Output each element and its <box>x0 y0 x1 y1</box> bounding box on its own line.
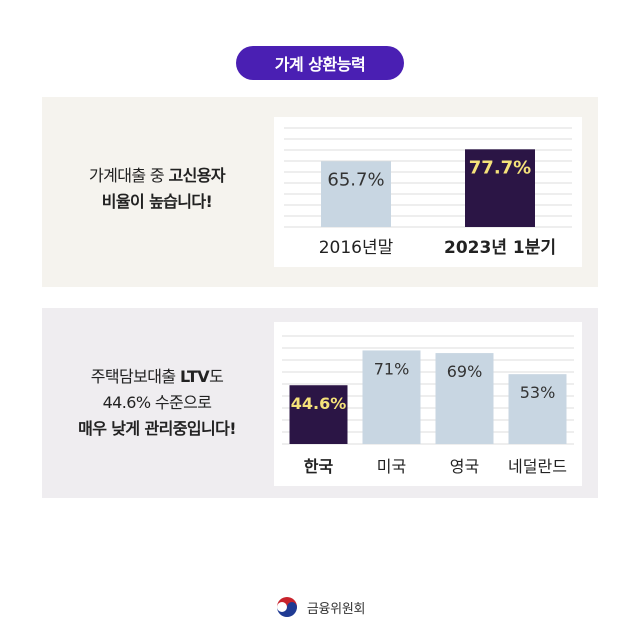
section-ltv-panel: 주택담보대출 LTV도 44.6% 수준으로 매우 낮게 관리중입니다! 44.… <box>42 308 598 498</box>
bar-value-label: 53% <box>520 383 556 402</box>
ltv-bar-chart: 44.6% 한국 71% 미국 69% 영국 53% 네덜란드 <box>282 335 574 476</box>
category-label: 한국 <box>304 457 334 476</box>
section-credit-caption: 가계대출 중 고신용자 비율이 높습니다! <box>42 163 272 215</box>
category-label: 영국 <box>450 457 479 476</box>
caption-text: 가계대출 중 <box>88 166 169 185</box>
footer: 금융위원회 <box>0 592 640 622</box>
bar <box>321 161 391 227</box>
bar-value-label: 77.7% <box>469 157 531 178</box>
caption-text: 주택담보대출 <box>90 367 181 386</box>
caption-text: 44.6% 수준으로 <box>102 393 212 412</box>
bar-value-label: 71% <box>374 359 410 378</box>
ltv-chart-box: 44.6% 한국 71% 미국 69% 영국 53% 네덜란드 <box>274 322 582 486</box>
title-badge: 가계 상환능력 <box>236 46 404 80</box>
bar <box>362 350 421 444</box>
category-label: 2016년말 <box>319 238 394 258</box>
credit-chart-box: 65.7% 2016년말 77.7% 2023년 1분기 <box>274 117 582 267</box>
bar-value-label: 44.6% <box>291 394 347 413</box>
section-ltv-caption: 주택담보대출 LTV도 44.6% 수준으로 매우 낮게 관리중입니다! <box>42 364 272 442</box>
caption-emphasis: 고신용자 <box>168 166 226 185</box>
category-label: 2023년 1분기 <box>444 238 556 258</box>
caption-text: 도 <box>209 367 224 386</box>
section-credit-panel: 가계대출 중 고신용자 비율이 높습니다! 65.7% 2016년말 77.7% 20… <box>42 97 598 287</box>
category-label: 네덜란드 <box>508 457 567 476</box>
caption-emphasis: 비율이 높습니다! <box>101 192 213 211</box>
bar-value-label: 69% <box>447 362 483 381</box>
bar-value-label: 65.7% <box>327 169 384 190</box>
bar <box>289 385 348 444</box>
bar <box>508 374 567 444</box>
bar <box>465 149 535 227</box>
title-badge-label: 가계 상환능력 <box>274 55 366 74</box>
bar <box>435 353 494 444</box>
taegeuk-emblem-icon <box>276 597 297 617</box>
caption-emphasis: LTV <box>180 367 210 386</box>
caption-emphasis: 매우 낮게 관리중입니다! <box>78 419 236 438</box>
category-label: 미국 <box>377 457 406 476</box>
credit-bar-chart: 65.7% 2016년말 77.7% 2023년 1분기 <box>284 127 572 258</box>
org-name: 금융위원회 <box>306 601 366 617</box>
